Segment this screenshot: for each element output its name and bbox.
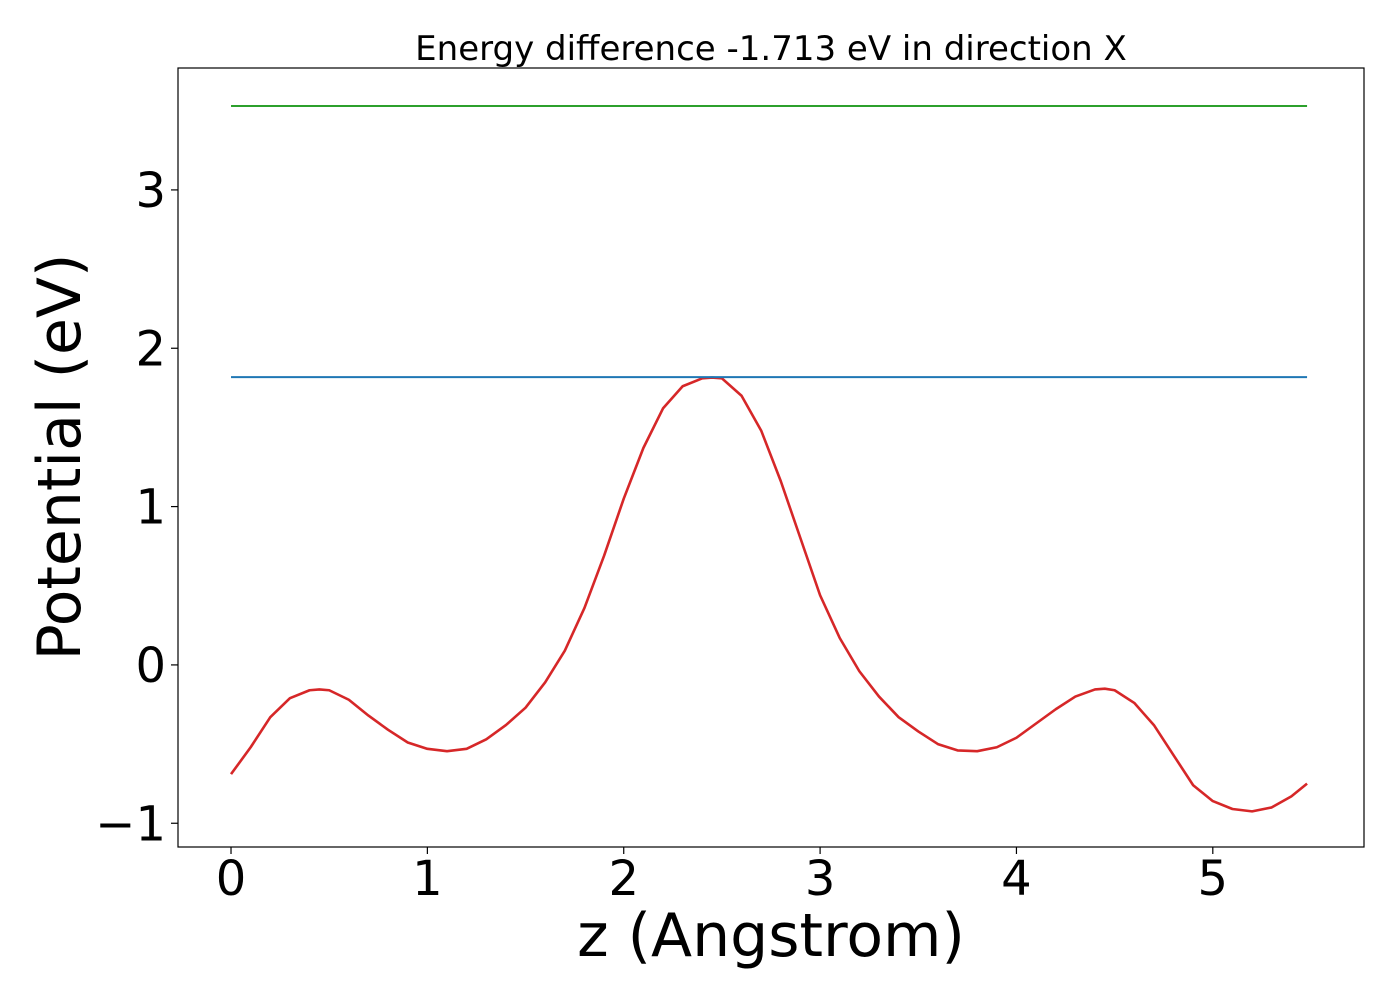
series-layer: [229, 105, 1308, 813]
y-tick-label: 1: [135, 480, 166, 536]
x-axis-ticks: 0 1 2 3 4 5: [216, 847, 1228, 907]
x-tick-label: 2: [608, 851, 639, 907]
y-tick-label: −1: [95, 796, 166, 852]
x-tick-label: 1: [412, 851, 443, 907]
plot-area: [229, 105, 1308, 813]
y-axis-label: Potential (eV): [25, 254, 95, 661]
chart-title: Energy difference -1.713 eV in direction…: [415, 29, 1127, 69]
plot-frame: [177, 67, 1365, 848]
y-tick-label: 0: [135, 638, 166, 694]
series-line-1: [229, 376, 1308, 813]
x-tick-label: 3: [805, 851, 836, 907]
x-axis-label: z (Angstrom): [577, 901, 965, 971]
x-tick-label: 0: [216, 851, 247, 907]
y-axis-ticks: −1 0 1 2 3: [95, 163, 178, 852]
y-tick-label: 2: [135, 321, 166, 377]
y-tick-label: 3: [135, 163, 166, 219]
x-tick-label: 5: [1198, 851, 1229, 907]
x-tick-label: 4: [1001, 851, 1032, 907]
